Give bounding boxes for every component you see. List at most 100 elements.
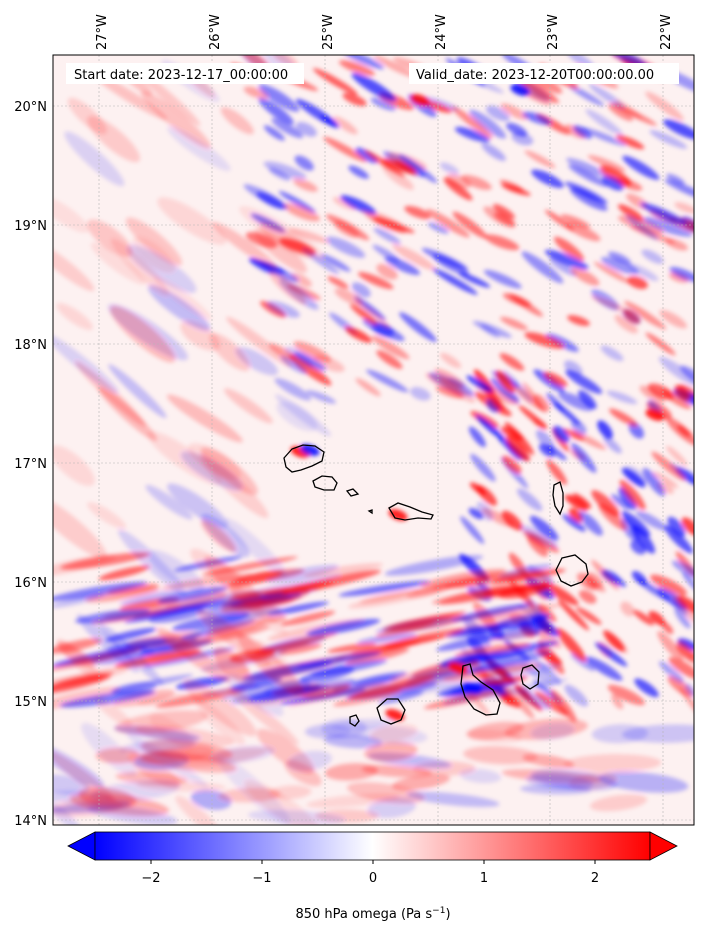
omega-streak: [148, 550, 205, 592]
omega-streak: [563, 754, 662, 773]
omega-streak: [384, 555, 484, 576]
omega-streak: [664, 179, 694, 201]
omega-streak: [579, 511, 603, 536]
lon-tick-label: 27°W: [95, 14, 110, 50]
omega-streak: [119, 589, 182, 606]
lat-tick-label: 14°N: [14, 814, 47, 829]
omega-streak: [538, 443, 555, 458]
omega-streak: [366, 369, 409, 393]
colorbar-tick-label: −2: [141, 871, 160, 886]
omega-streak: [600, 345, 624, 362]
omega-streak: [620, 601, 635, 617]
omega-streak: [98, 565, 150, 581]
omega-streak: [375, 621, 436, 638]
omega-streak: [641, 249, 664, 264]
omega-streak: [94, 697, 133, 727]
omega-streak: [148, 285, 211, 331]
lat-tick-label: 15°N: [14, 695, 47, 710]
omega-streak: [364, 741, 418, 762]
omega-streak: [618, 487, 637, 510]
omega-streak: [468, 508, 484, 520]
omega-streak: [554, 402, 581, 425]
omega-streak: [462, 682, 482, 694]
omega-streak: [53, 741, 105, 788]
omega-streak: [268, 343, 296, 361]
omega-streak: [466, 375, 493, 393]
omega-streak: [451, 106, 493, 139]
omega-streak: [108, 364, 167, 419]
omega-streak: [125, 217, 183, 266]
omega-streak: [511, 131, 534, 146]
omega-streak: [567, 315, 590, 326]
omega-streak: [294, 155, 314, 171]
omega-streak: [532, 418, 548, 429]
omega-streak: [649, 130, 688, 149]
omega-streak: [639, 385, 665, 404]
omega-streak: [645, 409, 665, 421]
omega-streak: [320, 254, 351, 272]
omega-streak: [382, 165, 414, 190]
omega-streak: [465, 650, 551, 673]
omega-streak: [611, 494, 631, 510]
omega-streak: [667, 516, 686, 537]
omega-streak: [476, 485, 497, 506]
omega-streak: [345, 647, 410, 665]
omega-streak: [263, 161, 307, 180]
omega-streak: [458, 272, 491, 288]
omega-streak: [382, 158, 416, 174]
omega-streak: [197, 609, 271, 666]
omega-streak: [291, 272, 312, 287]
omega-streak: [410, 94, 430, 106]
omega-streak: [376, 350, 403, 369]
omega-streak: [481, 142, 506, 161]
omega-streak: [370, 97, 396, 111]
omega-streak: [570, 653, 595, 672]
omega-streak: [633, 610, 654, 626]
omega-streak: [463, 746, 538, 765]
omega-streak: [642, 467, 665, 497]
omega-streak: [385, 709, 405, 721]
omega-streak: [348, 675, 436, 699]
omega-streak: [224, 518, 287, 577]
omega-streak: [652, 471, 679, 489]
omega-streak: [440, 352, 462, 369]
omega-streak: [406, 585, 452, 599]
omega-streak: [53, 196, 89, 233]
omega-streak: [482, 676, 528, 686]
omega-streak: [340, 195, 377, 215]
omega-streak: [445, 623, 510, 639]
omega-streak: [658, 661, 685, 683]
omega-streak: [671, 600, 689, 615]
omega-streak: [498, 583, 550, 599]
omega-streak: [546, 459, 568, 485]
omega-streak: [543, 371, 568, 387]
omega-streak: [546, 333, 579, 352]
omega-streak: [502, 293, 532, 307]
colorbar-extend-right: [649, 831, 678, 861]
omega-streak: [502, 455, 522, 474]
omega-streak: [603, 436, 622, 454]
omega-streak: [621, 511, 651, 537]
omega-streak: [658, 356, 694, 387]
omega-streak: [313, 68, 358, 96]
omega-streak: [357, 633, 417, 644]
omega-streak: [636, 578, 670, 601]
omega-streak: [483, 206, 516, 228]
omega-streak: [524, 150, 556, 169]
omega-streak: [674, 202, 694, 214]
omega-streak: [426, 209, 470, 238]
omega-streak: [276, 401, 318, 432]
omega-streak: [167, 483, 228, 528]
omega-streak: [56, 302, 93, 330]
omega-streak: [434, 368, 464, 388]
omega-streak: [622, 155, 660, 180]
omega-streak: [320, 115, 340, 129]
omega-streak: [554, 236, 585, 261]
omega-streak: [212, 646, 250, 681]
omega-streak: [674, 384, 691, 401]
omega-streak: [571, 267, 600, 286]
lat-tick-label: 17°N: [14, 457, 47, 472]
island-santa-luzia: [345, 488, 360, 497]
omega-streak: [573, 125, 592, 139]
omega-streak: [268, 785, 312, 800]
